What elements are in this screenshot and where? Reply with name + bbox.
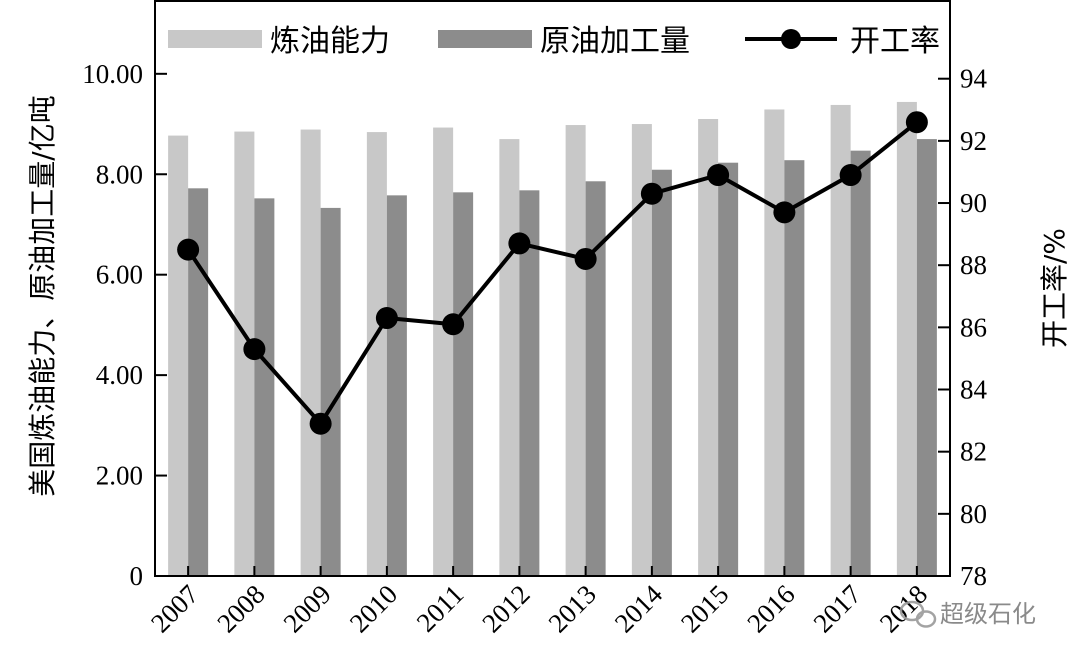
bar-capacity-2007 (168, 135, 189, 577)
utilization-point-2015 (707, 164, 730, 187)
utilization-point-2008 (243, 338, 266, 361)
utilization-point-2007 (177, 238, 200, 261)
bar-throughput-2015 (718, 162, 739, 576)
y-left-tick-label: 2.00 (96, 461, 143, 491)
bar-throughput-2013 (585, 181, 606, 576)
x-tick-label-2009: 2009 (277, 579, 336, 638)
utilization-point-2018 (905, 111, 928, 134)
plot-frame (154, 0, 951, 577)
utilization-point-2017 (839, 164, 862, 187)
right-axis: 78 80 82 84 86 88 90 92 94 (938, 64, 988, 591)
utilization-point-2011 (442, 313, 465, 336)
y-right-title: 开工率/% (1038, 228, 1071, 348)
bar-capacity-2016 (764, 109, 785, 576)
x-tick-label-2018: 2018 (874, 579, 933, 638)
bar-capacity-2009 (300, 129, 321, 576)
bar-capacity-2015 (698, 119, 719, 577)
y-right-tick-label: 86 (960, 312, 987, 342)
y-left-tick-label: 10.00 (82, 59, 143, 89)
x-tick-label-2011: 2011 (411, 579, 470, 638)
bar-capacity-2014 (631, 124, 652, 576)
bar-capacity-2011 (433, 127, 454, 576)
y-left-tick-label: 6.00 (96, 260, 143, 290)
y-right-tick-label: 92 (960, 126, 987, 156)
y-right-tick-label: 80 (960, 499, 987, 529)
y-right-tick-label: 94 (960, 64, 988, 94)
legend-label-capacity: 炼油能力 (270, 24, 390, 59)
bar-capacity-2008 (234, 131, 255, 576)
x-tick-label-2007: 2007 (145, 579, 204, 638)
legend-label-throughput: 原油加工量 (540, 24, 690, 59)
bar-throughput-2011 (453, 192, 474, 576)
utilization-point-2009 (309, 412, 332, 435)
x-tick-label-2016: 2016 (741, 579, 800, 638)
utilization-point-2013 (574, 247, 597, 270)
watermark-text: 超级石化 (940, 600, 1036, 628)
legend-swatch-throughput (438, 30, 532, 48)
x-tick-label-2013: 2013 (542, 579, 601, 638)
y-right-tick-label: 88 (960, 250, 987, 280)
y-left-tick-label: 8.00 (96, 159, 143, 189)
x-tick-label-2014: 2014 (609, 579, 669, 639)
legend-marker-utilization (781, 29, 801, 49)
utilization-line (186, 120, 919, 426)
wechat-icon (899, 600, 937, 628)
bar-throughput-2014 (651, 169, 672, 576)
x-tick-label-2012: 2012 (476, 579, 535, 638)
bar-capacity-2018 (896, 101, 917, 576)
utilization-point-2012 (508, 232, 531, 255)
y-left-tick-label: 4.00 (96, 360, 143, 390)
bars-layer (168, 101, 937, 577)
line-layer (177, 111, 928, 435)
bar-throughput-2010 (386, 195, 407, 576)
legend-label-utilization: 开工率 (850, 24, 940, 59)
y-right-tick-label: 78 (960, 561, 987, 591)
legend: 炼油能力 原油加工量 开工率 (168, 24, 940, 59)
bar-throughput-2018 (916, 139, 937, 576)
y-left-tick-label: 0 (130, 561, 144, 591)
x-tick-label-2008: 2008 (211, 579, 270, 638)
bar-throughput-2017 (850, 150, 871, 577)
utilization-point-2010 (375, 307, 398, 330)
y-left-title: 美国炼油能力、原油加工量/亿吨 (26, 95, 59, 496)
watermark: 超级石化 (899, 600, 1036, 628)
bar-throughput-2007 (188, 188, 209, 577)
bar-throughput-2008 (254, 198, 275, 576)
x-tick-label-2010: 2010 (344, 579, 403, 638)
y-right-tick-label: 82 (960, 437, 987, 467)
bar-throughput-2009 (320, 207, 341, 576)
bar-capacity-2017 (830, 104, 851, 576)
x-tick-label-2015: 2015 (675, 579, 734, 638)
left-axis: 0 2.00 4.00 6.00 8.00 10.00 (82, 59, 167, 591)
legend-swatch-capacity (168, 30, 262, 48)
x-tick-label-2017: 2017 (807, 579, 866, 638)
y-right-tick-label: 84 (960, 375, 988, 405)
utilization-point-2014 (640, 182, 663, 205)
utilization-point-2016 (773, 201, 796, 224)
bar-capacity-2013 (565, 125, 586, 576)
bar-throughput-2012 (519, 190, 540, 576)
bar-capacity-2010 (366, 132, 387, 576)
bar-capacity-2012 (499, 139, 520, 576)
bar-throughput-2016 (784, 160, 805, 576)
y-right-tick-label: 90 (960, 188, 987, 218)
